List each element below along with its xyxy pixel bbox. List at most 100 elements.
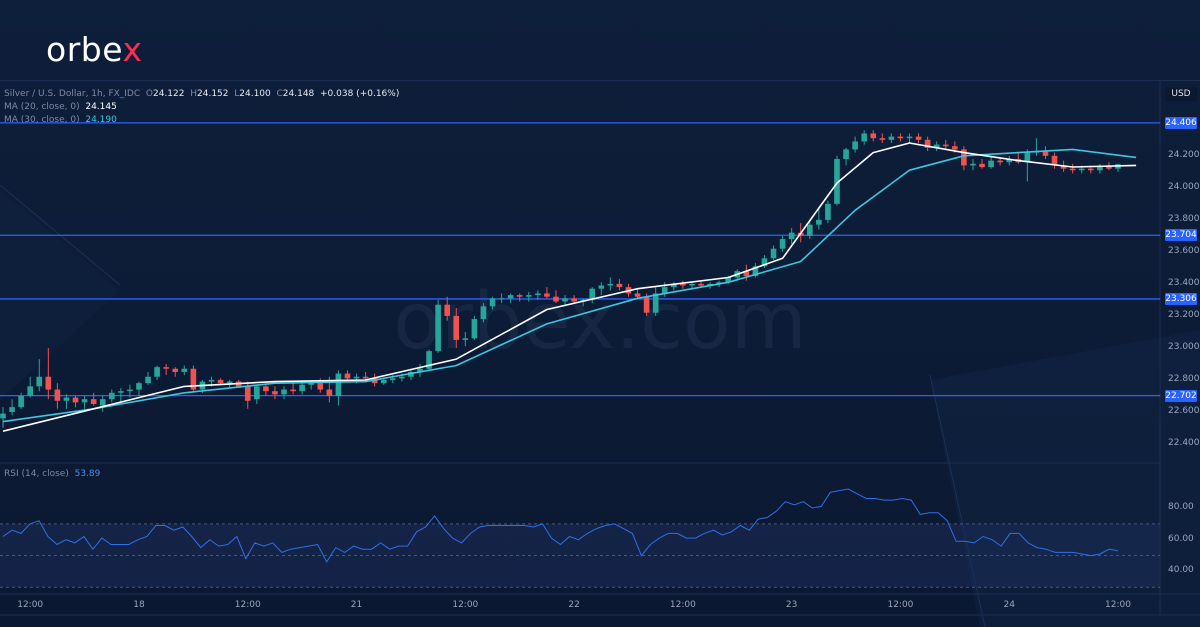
- ma30-line: [2, 148, 1137, 423]
- candle-body: [1006, 159, 1013, 163]
- candle-body: [489, 298, 496, 307]
- candle-body: [571, 298, 577, 302]
- candle-body: [516, 295, 523, 297]
- candle-body: [353, 376, 360, 379]
- header-divider: [0, 80, 1200, 81]
- candle-body: [979, 163, 985, 168]
- candle-body: [244, 386, 251, 401]
- candle-body: [1106, 167, 1112, 169]
- candle-body: [45, 376, 52, 390]
- price-axis-tick: 24.000: [1168, 181, 1200, 192]
- rsi-axis-tick: 80.00: [1168, 502, 1194, 513]
- candle-body: [480, 306, 487, 320]
- candle-body: [108, 392, 115, 400]
- price-axis-tick: 22.800: [1168, 373, 1200, 384]
- candle-body: [18, 395, 24, 408]
- candle-body: [961, 149, 967, 166]
- candle-body: [852, 141, 858, 150]
- candle-body: [661, 287, 668, 294]
- price-axis-tick: 23.000: [1168, 341, 1200, 352]
- candle-body: [607, 283, 614, 286]
- candle-body: [779, 239, 786, 249]
- candle-body: [136, 383, 142, 390]
- candle-body: [27, 386, 34, 396]
- candle-body: [816, 219, 822, 225]
- candle-body: [1069, 168, 1076, 171]
- candle-body: [190, 368, 197, 390]
- candle-body: [879, 138, 886, 140]
- price-axis-tick: 23.800: [1168, 213, 1200, 224]
- candle-body: [90, 399, 97, 404]
- price-axis-tick: 22.400: [1168, 437, 1200, 448]
- level-price-label: 22.702: [1165, 389, 1197, 402]
- time-axis-tick: 18: [133, 600, 145, 610]
- time-axis-tick: 24: [1003, 600, 1015, 610]
- candle-body: [616, 283, 623, 288]
- candle-body: [417, 368, 423, 372]
- candle-body: [634, 293, 641, 297]
- candle-body: [952, 146, 958, 150]
- candle-body: [217, 379, 224, 384]
- candle-body: [272, 391, 278, 395]
- candle-body: [317, 383, 324, 390]
- candle-body: [834, 159, 840, 204]
- candle-body: [861, 133, 867, 142]
- candle-body: [36, 376, 43, 387]
- candle-body: [970, 163, 976, 166]
- candle-body: [290, 389, 296, 392]
- candle-body: [870, 133, 877, 139]
- candle-body: [888, 136, 895, 140]
- candle-body: [435, 304, 441, 352]
- time-axis-tick: 12:00: [887, 600, 914, 610]
- candle-body: [254, 386, 260, 400]
- ma30-legend: MA (30, close, 0) 24.190: [4, 115, 117, 125]
- candle-body: [399, 376, 405, 379]
- candle-body: [426, 351, 432, 369]
- candle-body: [933, 144, 940, 148]
- candle-body: [924, 139, 931, 148]
- time-axis-tick: 23: [785, 600, 798, 610]
- time-axis-tick: 12:00: [452, 600, 479, 610]
- candle-body: [308, 383, 315, 385]
- candle-body: [562, 298, 568, 302]
- candle-body: [444, 304, 450, 316]
- candle-body: [1060, 165, 1067, 169]
- candle-body: [72, 397, 79, 403]
- time-axis-tick: 12:00: [234, 600, 261, 610]
- watermark-text: orbex.com: [393, 277, 806, 367]
- candle-body: [1024, 152, 1031, 163]
- candle-body: [362, 376, 369, 379]
- rsi-line: [2, 488, 1119, 563]
- candle-body: [263, 386, 269, 392]
- level-price-label: 23.704: [1165, 229, 1197, 242]
- time-axis-tick: 21: [350, 600, 363, 610]
- candle-body: [163, 367, 169, 369]
- candle-body: [725, 277, 732, 283]
- bg-shape-left: [0, 190, 120, 400]
- rsi-axis-tick: 60.00: [1168, 533, 1194, 544]
- candle-body: [208, 379, 215, 382]
- candle-body: [806, 224, 813, 236]
- candle-body: [507, 295, 514, 299]
- candle-body: [145, 376, 151, 384]
- candle-body: [761, 258, 768, 267]
- candle-body: [462, 338, 469, 340]
- candle-body: [1097, 167, 1103, 171]
- candle-body: [344, 373, 351, 379]
- candle-body: [9, 407, 15, 412]
- candle-body: [172, 368, 179, 372]
- candle-body: [1051, 155, 1058, 166]
- candle-body: [942, 144, 949, 147]
- candle-body: [553, 296, 559, 302]
- price-axis-tick: 23.600: [1168, 245, 1200, 256]
- candle-body: [988, 160, 994, 168]
- candle-body: [226, 381, 233, 384]
- candle-body: [154, 367, 160, 377]
- candle-body: [680, 283, 686, 286]
- candle-body: [380, 379, 387, 384]
- time-axis-tick: 12:00: [1105, 600, 1131, 610]
- candle-body: [915, 136, 922, 140]
- candle-body: [498, 298, 505, 300]
